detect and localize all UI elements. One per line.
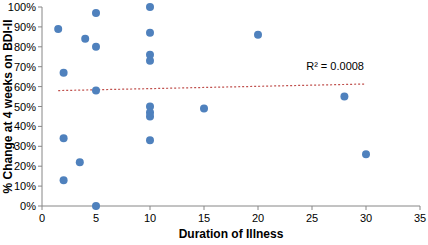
point xyxy=(60,176,68,184)
x-tick-label: 35 xyxy=(414,212,426,224)
x-tick-label: 15 xyxy=(198,212,210,224)
y-tick-label: 50% xyxy=(14,101,36,113)
y-tick-label: 40% xyxy=(14,120,36,132)
x-tick xyxy=(150,206,151,210)
x-axis-label: Duration of Illness xyxy=(179,227,284,241)
chart: 0% 10% 20% 30% 40% 50% 60% 70% 80% 90% 100% 0 5 10 15 2… xyxy=(0,0,428,245)
x-tick xyxy=(312,206,313,210)
y-tick xyxy=(38,166,42,167)
point xyxy=(60,134,68,142)
y-tick-label: 10% xyxy=(14,180,36,192)
point xyxy=(146,57,154,65)
x-tick-label: 5 xyxy=(93,212,99,224)
annotation: R² = 0.0008 xyxy=(306,60,364,72)
y-tick xyxy=(38,86,42,87)
y-tick-label: 60% xyxy=(14,81,36,93)
point xyxy=(92,202,100,210)
y-tick xyxy=(38,126,42,127)
y-tick-label: 100% xyxy=(8,1,36,13)
y-tick-label: 0% xyxy=(20,200,36,212)
y-tick xyxy=(38,66,42,67)
point xyxy=(60,69,68,77)
x-tick-label: 25 xyxy=(306,212,318,224)
point xyxy=(340,93,348,101)
x-tick-label: 0 xyxy=(39,212,45,224)
y-tick xyxy=(38,26,42,27)
y-tick xyxy=(38,146,42,147)
y-axis-label: % Change at 4 weeks on BDI-II xyxy=(1,19,15,193)
x-tick-label: 30 xyxy=(360,212,372,224)
y-tick-label: 20% xyxy=(14,160,36,172)
point xyxy=(92,9,100,17)
point xyxy=(146,3,154,11)
y-tick-label: 70% xyxy=(14,61,36,73)
trendline xyxy=(58,84,366,91)
point xyxy=(254,31,262,39)
plot-area xyxy=(54,3,370,210)
x-tick xyxy=(204,206,205,210)
point xyxy=(362,150,370,158)
point xyxy=(200,104,208,112)
y-tick-label: 90% xyxy=(14,21,36,33)
point xyxy=(146,136,154,144)
x-tick-label: 10 xyxy=(144,212,156,224)
point xyxy=(92,43,100,51)
point xyxy=(146,29,154,37)
x-tick-label: 20 xyxy=(252,212,264,224)
y-tick xyxy=(38,106,42,107)
point xyxy=(81,35,89,43)
x-tick xyxy=(366,206,367,210)
x-tick xyxy=(258,206,259,210)
point xyxy=(146,112,154,120)
x-tick xyxy=(420,206,421,210)
y-tick xyxy=(38,186,42,187)
point xyxy=(92,87,100,95)
y-tick xyxy=(38,206,42,207)
point xyxy=(76,158,84,166)
y-tick-label: 30% xyxy=(14,140,36,152)
x-tick xyxy=(42,206,43,210)
y-tick-label: 80% xyxy=(14,41,36,53)
y-tick xyxy=(38,7,42,8)
point xyxy=(54,25,62,33)
y-tick xyxy=(38,46,42,47)
